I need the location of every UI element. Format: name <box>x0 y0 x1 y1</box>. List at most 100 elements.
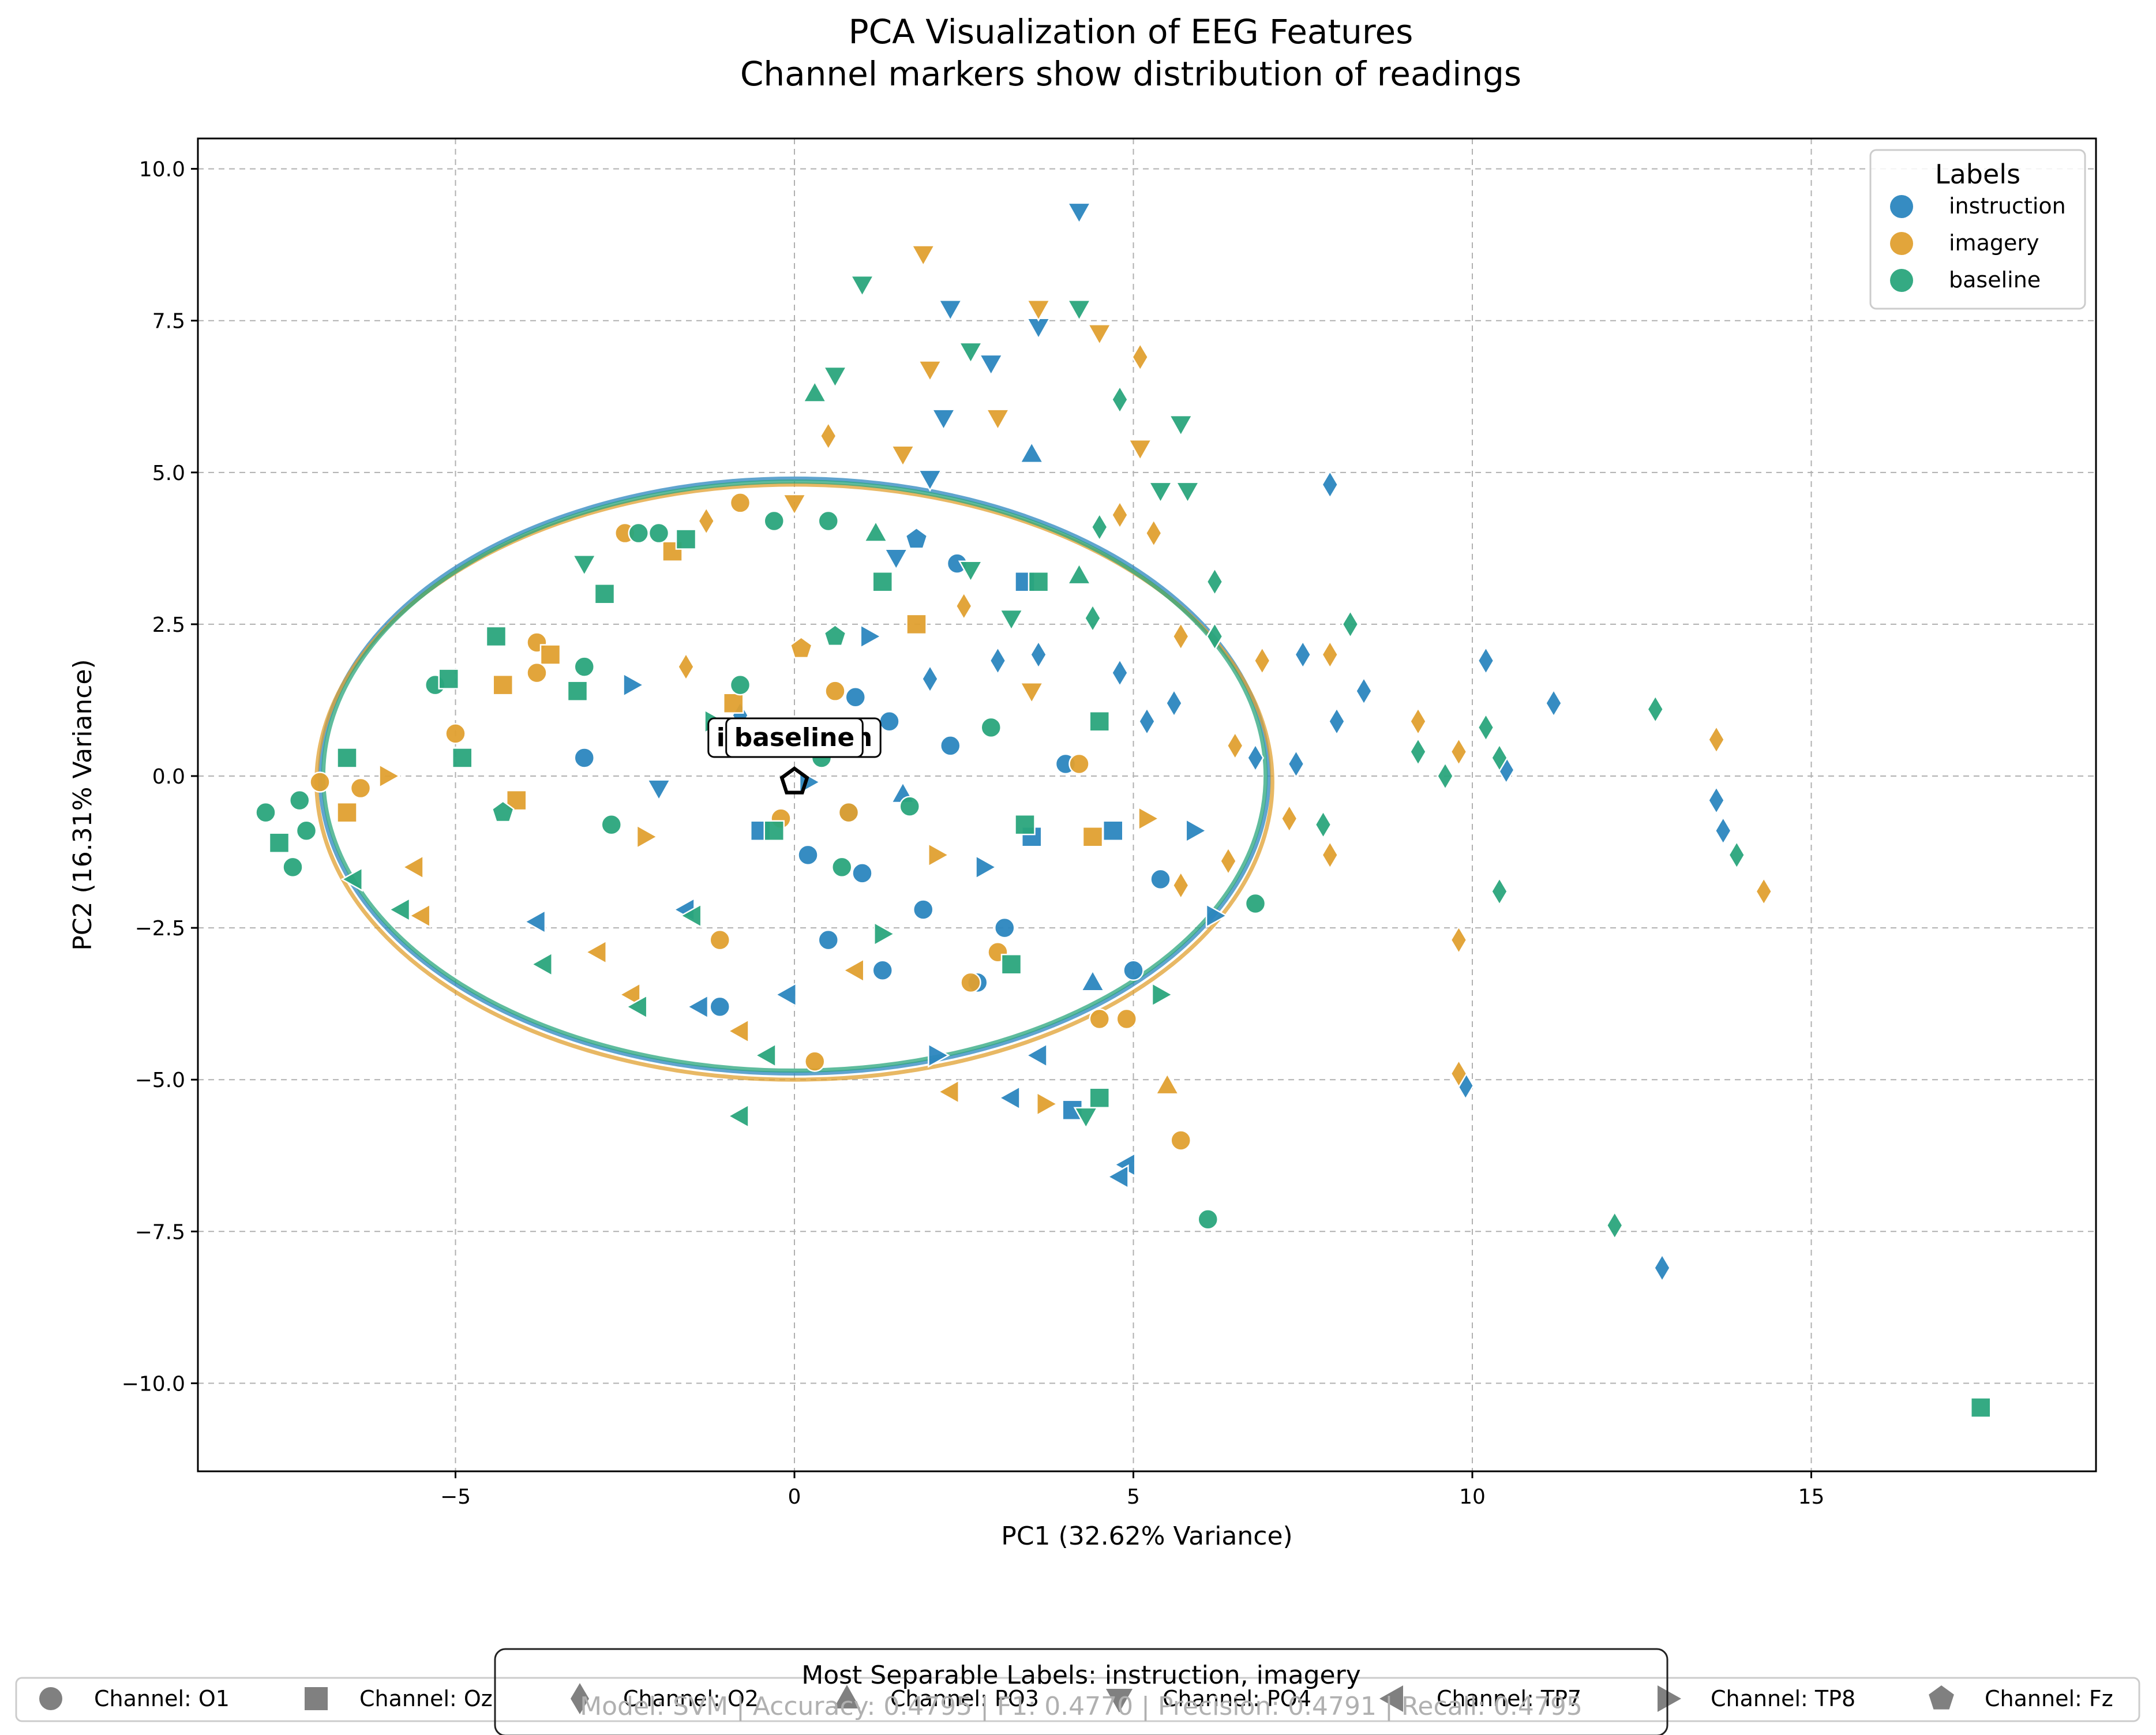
point-baseline <box>268 832 290 854</box>
point-imagery <box>378 763 401 789</box>
point-instruction <box>1544 688 1563 718</box>
legend-label-baseline: baseline <box>1949 267 2041 293</box>
point-imagery <box>492 674 513 696</box>
point-imagery <box>1321 640 1339 669</box>
point-instruction <box>1328 706 1346 736</box>
point-instruction <box>879 711 900 732</box>
point-imagery <box>1280 804 1298 834</box>
point-imagery <box>408 903 431 928</box>
point-imagery <box>402 855 424 880</box>
point-imagery <box>838 801 860 823</box>
point-imagery <box>789 636 813 659</box>
x-tick-label: −5 <box>440 1485 471 1509</box>
point-instruction <box>1025 1043 1048 1068</box>
point-imagery <box>937 1079 959 1104</box>
point-instruction <box>1165 688 1183 718</box>
point-instruction <box>818 929 839 951</box>
point-baseline <box>1066 299 1092 322</box>
point-instruction <box>994 917 1015 939</box>
point-imagery <box>1111 500 1129 530</box>
legend-marker-instruction <box>1890 195 1913 218</box>
channel-legend: Channel: O1 Channel: Oz Channel: O2 Channel… <box>15 1677 2140 1722</box>
x-tick-label: 10 <box>1459 1485 1486 1509</box>
point-instruction <box>709 996 730 1018</box>
scatter-points <box>255 202 1992 1418</box>
point-baseline <box>1490 876 1509 906</box>
point-imagery <box>1068 753 1090 775</box>
point-baseline <box>872 571 893 593</box>
point-imagery <box>350 777 372 799</box>
info-box: Most Separable Labels: instruction, imag… <box>494 1648 1668 1735</box>
point-baseline <box>573 656 595 677</box>
y-tick-label: 5.0 <box>152 462 185 485</box>
point-imagery <box>526 662 548 684</box>
point-baseline <box>1728 840 1746 870</box>
centroid-marker-baseline <box>779 766 809 795</box>
point-imagery <box>636 824 659 849</box>
point-baseline <box>729 674 751 696</box>
y-tick-label: 10.0 <box>139 158 185 182</box>
point-imagery <box>729 492 751 514</box>
point-baseline <box>530 951 553 977</box>
point-imagery <box>709 929 730 951</box>
point-instruction <box>1246 743 1265 773</box>
point-instruction <box>1107 1164 1129 1190</box>
point-instruction <box>921 664 939 694</box>
point-instruction <box>931 409 957 432</box>
point-imagery <box>539 644 561 665</box>
info-line-metrics: Model: SVM | Accuracy: 0.4795 | F1: 0.47… <box>580 1692 1583 1721</box>
point-imagery <box>309 771 331 793</box>
centroid-label-box <box>725 717 864 758</box>
point-instruction <box>573 747 595 769</box>
point-baseline <box>873 921 896 947</box>
point-baseline <box>1314 810 1332 840</box>
channel-legend-label: Channel: O2 <box>623 1686 759 1711</box>
point-imagery <box>723 692 744 714</box>
point-instruction <box>1707 785 1726 815</box>
point-imagery <box>1116 1008 1137 1030</box>
labels-legend-title: Labels <box>1935 159 2020 190</box>
point-imagery <box>960 972 981 994</box>
y-tick-label: −5.0 <box>135 1069 185 1092</box>
point-imagery <box>1138 805 1160 831</box>
info-line-separable: Most Separable Labels: instruction, imag… <box>801 1661 1361 1690</box>
point-instruction <box>917 469 943 492</box>
point-baseline <box>1206 567 1224 597</box>
point-baseline <box>452 747 473 769</box>
point-imagery <box>1172 621 1190 651</box>
point-baseline <box>601 814 622 835</box>
point-baseline <box>1089 711 1110 732</box>
point-imagery <box>1321 840 1339 870</box>
point-imagery <box>1450 737 1468 767</box>
channel-legend-label: Channel: Fz <box>1985 1686 2113 1711</box>
triangle-up-marker-icon <box>834 1685 860 1708</box>
y-tick-label: −10.0 <box>122 1372 185 1396</box>
point-instruction <box>883 548 909 571</box>
point-instruction <box>1321 470 1339 500</box>
x-tick-label: 0 <box>788 1485 801 1509</box>
point-imagery <box>782 493 807 516</box>
chart-subtitle: Channel markers show distribution of rea… <box>740 54 1521 93</box>
point-instruction <box>905 527 928 549</box>
point-baseline <box>1083 603 1102 633</box>
y-axis-ticks: −10.0 −7.5 −5.0 −2.5 0.0 2.5 5.0 7.5 10.0 <box>122 158 198 1396</box>
point-imagery <box>336 801 358 823</box>
point-baseline <box>648 522 670 544</box>
point-baseline <box>340 867 363 892</box>
point-baseline <box>572 554 597 577</box>
legend-label-imagery: imagery <box>1949 230 2039 256</box>
point-baseline <box>958 560 984 583</box>
point-instruction <box>852 863 873 884</box>
point-baseline <box>1970 1397 1992 1418</box>
point-instruction <box>686 994 709 1020</box>
point-imagery <box>928 842 950 868</box>
point-imagery <box>985 409 1011 432</box>
point-instruction <box>872 960 893 981</box>
point-imagery <box>698 506 715 536</box>
point-imagery <box>1409 706 1427 736</box>
point-baseline <box>831 856 853 878</box>
point-imagery <box>1219 846 1238 876</box>
point-imagery <box>1450 1059 1468 1089</box>
point-imagery <box>1226 730 1244 760</box>
